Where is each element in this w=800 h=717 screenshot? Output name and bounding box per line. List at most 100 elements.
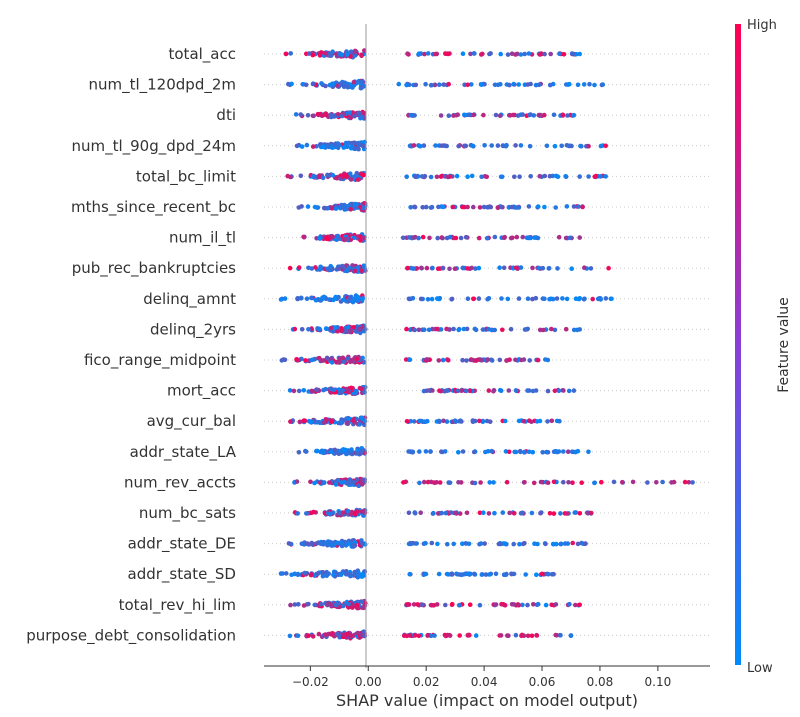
shap-point xyxy=(550,296,556,302)
shap-point xyxy=(499,296,504,301)
feature-label: addr_state_LA xyxy=(130,443,237,462)
shap-point xyxy=(480,51,485,57)
shap-point xyxy=(468,51,473,57)
shap-point xyxy=(345,324,351,330)
shap-point xyxy=(553,173,559,179)
shap-point xyxy=(362,510,368,515)
shap-point xyxy=(567,601,572,607)
shap-point xyxy=(329,234,335,239)
shap-point xyxy=(444,571,450,577)
shap-point xyxy=(501,265,507,271)
shap-point xyxy=(354,477,360,482)
shap-point xyxy=(423,449,429,454)
shap-point xyxy=(476,296,482,301)
shap-point xyxy=(465,174,470,179)
shap-point xyxy=(544,143,550,149)
shap-point xyxy=(526,449,532,455)
shap-point xyxy=(571,388,577,393)
feature-label: num_il_tl xyxy=(169,229,236,248)
shap-point xyxy=(331,510,336,515)
shap-point xyxy=(421,143,427,148)
shap-point xyxy=(531,602,536,607)
shap-point xyxy=(360,143,366,149)
shap-point xyxy=(569,266,574,272)
shap-point xyxy=(496,541,502,547)
shap-point xyxy=(443,51,448,56)
shap-point xyxy=(335,141,341,146)
shap-point xyxy=(571,112,577,118)
shap-point xyxy=(540,450,545,455)
shap-point xyxy=(573,51,579,57)
shap-point xyxy=(532,235,537,240)
shap-point xyxy=(457,602,462,608)
shap-point xyxy=(525,82,531,87)
shap-point xyxy=(309,357,315,363)
shap-point xyxy=(482,541,488,546)
shap-point xyxy=(317,267,322,272)
shap-point xyxy=(645,480,650,485)
shap-point xyxy=(518,511,524,516)
shap-point xyxy=(548,51,553,57)
shap-point xyxy=(585,511,591,516)
shap-point xyxy=(361,205,366,211)
shap-point xyxy=(418,143,423,149)
shap-point xyxy=(412,204,418,210)
shap-point xyxy=(575,448,581,454)
shap-point xyxy=(315,448,320,454)
feature-label: total_acc xyxy=(169,45,237,64)
shap-point xyxy=(477,602,483,608)
shap-point xyxy=(509,204,515,210)
shap-point xyxy=(310,144,316,149)
shap-point xyxy=(344,451,349,457)
feature-label: addr_state_DE xyxy=(128,535,236,554)
shap-point xyxy=(464,358,469,363)
shap-point xyxy=(526,418,532,424)
shap-point xyxy=(558,511,563,516)
shap-point xyxy=(336,478,341,483)
shap-point xyxy=(295,357,301,363)
shap-point xyxy=(324,573,330,578)
shap-point xyxy=(464,388,469,394)
shap-point xyxy=(295,296,301,301)
shap-point xyxy=(351,357,356,362)
shap-point xyxy=(506,449,512,455)
shap-point xyxy=(564,296,570,302)
shap-point xyxy=(441,418,446,424)
shap-point xyxy=(481,510,486,515)
shap-point xyxy=(450,204,456,210)
shap-point xyxy=(458,235,464,241)
shap-point xyxy=(304,296,310,302)
shap-point xyxy=(495,143,501,148)
shap-point xyxy=(456,143,462,149)
shap-point xyxy=(416,327,422,333)
shap-point xyxy=(527,112,532,118)
shap-point xyxy=(546,571,551,577)
shap-point xyxy=(410,295,416,301)
shap-point xyxy=(483,449,488,455)
shap-point xyxy=(570,540,575,546)
shap-point xyxy=(296,388,302,394)
shap-point xyxy=(339,52,344,57)
shap-point xyxy=(423,571,429,577)
shap-point xyxy=(336,266,341,272)
shap-point xyxy=(453,510,458,516)
shap-point xyxy=(564,204,570,209)
shap-point xyxy=(336,387,342,392)
shap-point xyxy=(481,112,486,118)
shap-point xyxy=(485,204,490,210)
shap-point xyxy=(487,572,492,577)
shap-point xyxy=(343,329,348,335)
shap-point xyxy=(507,113,513,118)
shap-point xyxy=(562,541,568,546)
shap-point xyxy=(411,419,417,424)
shap-point xyxy=(527,143,533,149)
shap-point xyxy=(443,602,448,608)
shap-point xyxy=(302,570,308,576)
shap-point xyxy=(352,268,358,274)
shap-point xyxy=(464,510,470,516)
shap-point xyxy=(464,326,470,332)
shap-point xyxy=(442,143,448,149)
shap-point xyxy=(355,448,360,453)
shap-point xyxy=(566,388,572,394)
shap-point xyxy=(361,235,367,241)
